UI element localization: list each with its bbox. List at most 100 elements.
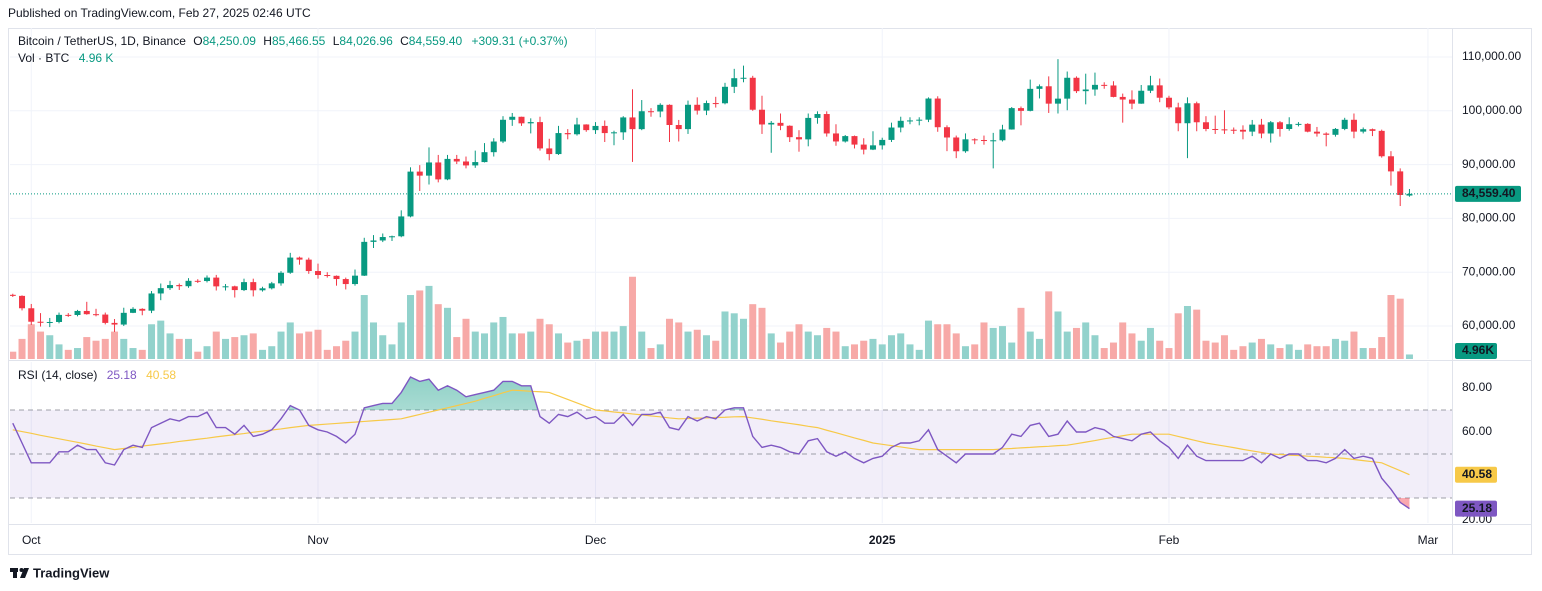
volume-bar (471, 331, 479, 359)
candle-body (990, 140, 997, 142)
x-tick-label: Nov (307, 533, 328, 547)
x-tick-label: Mar (1418, 533, 1439, 547)
volume-bar (259, 349, 267, 359)
candle-body (1378, 130, 1385, 157)
candle-body (694, 104, 701, 111)
logo-shape (13, 568, 17, 578)
candle-body (139, 308, 146, 311)
volume-bar (517, 333, 525, 359)
candle-body (1101, 84, 1108, 86)
candle-body (971, 139, 978, 141)
candle-body (398, 216, 405, 237)
candle-body (453, 158, 460, 162)
candle-body (1387, 156, 1394, 172)
volume-bar (656, 344, 664, 359)
volume-bar (129, 348, 137, 359)
candle-body (546, 148, 553, 155)
candle-body (481, 152, 488, 163)
candle-body (268, 283, 275, 289)
volume-bar (37, 331, 45, 359)
volume-bar (1396, 298, 1404, 359)
candle-body (1008, 108, 1015, 130)
candle-body (943, 127, 950, 138)
volume-bar (536, 318, 544, 359)
volume-bar (1276, 348, 1284, 359)
price-pane (10, 59, 1452, 332)
candle-body (176, 285, 183, 287)
x-tick-label: Feb (1159, 533, 1180, 547)
candle-body (1138, 90, 1145, 104)
volume-bar (1322, 346, 1330, 359)
candle-body (592, 125, 599, 131)
candle-body (278, 272, 285, 284)
candle-body (638, 111, 645, 130)
candle-body (823, 114, 830, 134)
y-tick-label: 90,000.00 (1462, 157, 1516, 171)
volume-bar (1063, 331, 1071, 359)
candle-body (666, 104, 673, 126)
volume-bar (582, 338, 590, 359)
candle-body (980, 140, 987, 142)
volume-bar (795, 324, 803, 359)
candle-body (1323, 133, 1330, 135)
candle-body (426, 162, 433, 176)
volume-bar (1008, 342, 1016, 359)
volume-bar (804, 331, 812, 359)
candle-body (795, 137, 802, 140)
candle-body (1332, 128, 1339, 135)
candle-body (1064, 77, 1071, 99)
volume-bar (906, 344, 914, 359)
volume-bar (832, 331, 840, 359)
volume-bar (481, 333, 489, 359)
candle-body (1175, 107, 1182, 124)
candle-body (93, 314, 100, 316)
volume-bar (1035, 338, 1043, 359)
candle-body (527, 122, 534, 124)
volume-bar (1128, 333, 1136, 359)
candle-body (1165, 97, 1172, 108)
candle-body (832, 133, 839, 142)
volume-bar (360, 295, 368, 359)
candle-body (953, 137, 960, 152)
candle-body (1350, 119, 1357, 132)
volume-bar (619, 326, 627, 359)
candle-body (1313, 131, 1320, 134)
volume-bar (915, 349, 923, 359)
volume-bar (101, 338, 109, 359)
candle-body (509, 116, 516, 120)
volume-bar (333, 346, 341, 359)
volume-bar (1045, 291, 1053, 359)
candle-body (1258, 124, 1265, 134)
candle-body (1027, 88, 1034, 111)
volume-bar (758, 307, 766, 359)
volume-bar (120, 338, 128, 359)
candle-body (1212, 128, 1219, 130)
volume-bar (231, 337, 239, 359)
rsi-ma-badge-label: 40.58 (1462, 467, 1492, 481)
volume-bar (1341, 340, 1349, 359)
volume-bar (1313, 346, 1321, 359)
volume-bar (841, 346, 849, 359)
candle-body (389, 236, 396, 238)
volume-bar (998, 326, 1006, 359)
volume-bar (591, 331, 599, 359)
volume-bar (1239, 346, 1247, 359)
volume-bar (1304, 344, 1312, 359)
volume-bar (1202, 340, 1210, 359)
candle-body (1110, 85, 1117, 97)
candle-body (1119, 96, 1126, 100)
volume-bar (111, 331, 119, 359)
rsi-ma-badge (1455, 466, 1497, 483)
volume-bar (1211, 342, 1219, 359)
volume-bar (860, 340, 868, 359)
volume-pane (10, 276, 1413, 359)
candle-body (583, 124, 590, 131)
candle-body (610, 132, 617, 134)
volume-bar (416, 290, 424, 359)
volume-bar (980, 322, 988, 359)
candle-body (1082, 89, 1089, 92)
volume-bar (1146, 327, 1154, 359)
last-price-badge (1455, 185, 1521, 202)
volume-bar (351, 331, 359, 359)
candle-body (888, 127, 895, 140)
